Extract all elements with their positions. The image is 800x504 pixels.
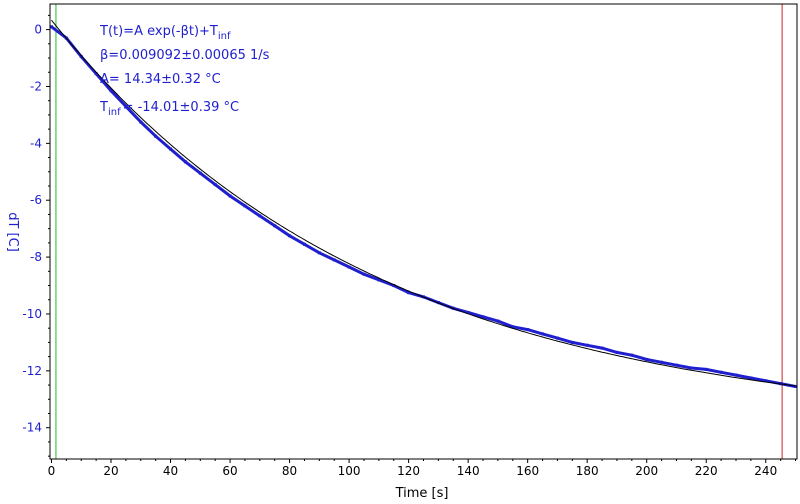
- x-tick-label: 240: [754, 464, 777, 478]
- x-tick-label: 160: [516, 464, 539, 478]
- fit-Tinf-sub: inf: [108, 107, 121, 118]
- y-tick-label: -10: [22, 307, 42, 321]
- x-tick-label: 80: [282, 464, 297, 478]
- x-tick-label: 200: [635, 464, 658, 478]
- y-tick-label: 0: [34, 23, 42, 37]
- x-tick-label: 60: [222, 464, 237, 478]
- x-tick-label: 120: [397, 464, 420, 478]
- fit-Tinf-main: T: [99, 100, 108, 115]
- fit-annotation: T(t)=A exp(-βt)+Tinf β=0.009092±0.00065 …: [99, 24, 270, 118]
- x-tick-label: 40: [163, 464, 178, 478]
- x-tick-label: 180: [576, 464, 599, 478]
- x-axis-label: Time [s]: [395, 486, 449, 501]
- y-tick-label: -14: [22, 421, 42, 435]
- y-axis-label: dT [C]: [5, 212, 20, 252]
- fit-Tinf-rest: = -14.01±0.39 °C: [123, 100, 239, 115]
- x-tick-label: 20: [103, 464, 118, 478]
- y-tick-label: -4: [30, 136, 42, 150]
- fit-curve: [51, 19, 796, 387]
- data-point: [49, 25, 53, 29]
- fit-equation: T(t)=A exp(-βt)+Tinf: [99, 24, 231, 42]
- fit-Tinf: Tinf = -14.01±0.39 °C: [99, 100, 239, 118]
- y-tick-label: -8: [30, 250, 42, 264]
- data-point: [794, 384, 798, 388]
- fit-A: A= 14.34±0.32 °C: [100, 72, 221, 87]
- y-tick-label: -2: [30, 79, 42, 93]
- y-tick-label: -12: [22, 364, 42, 378]
- y-tick-label: -6: [30, 193, 42, 207]
- fit-beta: β=0.009092±0.00065 1/s: [100, 48, 270, 63]
- x-tick-label: 0: [48, 464, 56, 478]
- fit-equation-sub: inf: [218, 31, 231, 42]
- fit-equation-main: T(t)=A exp(-βt)+T: [99, 24, 218, 39]
- x-tick-label: 140: [457, 464, 480, 478]
- x-tick-label: 220: [695, 464, 718, 478]
- x-tick-label: 100: [338, 464, 361, 478]
